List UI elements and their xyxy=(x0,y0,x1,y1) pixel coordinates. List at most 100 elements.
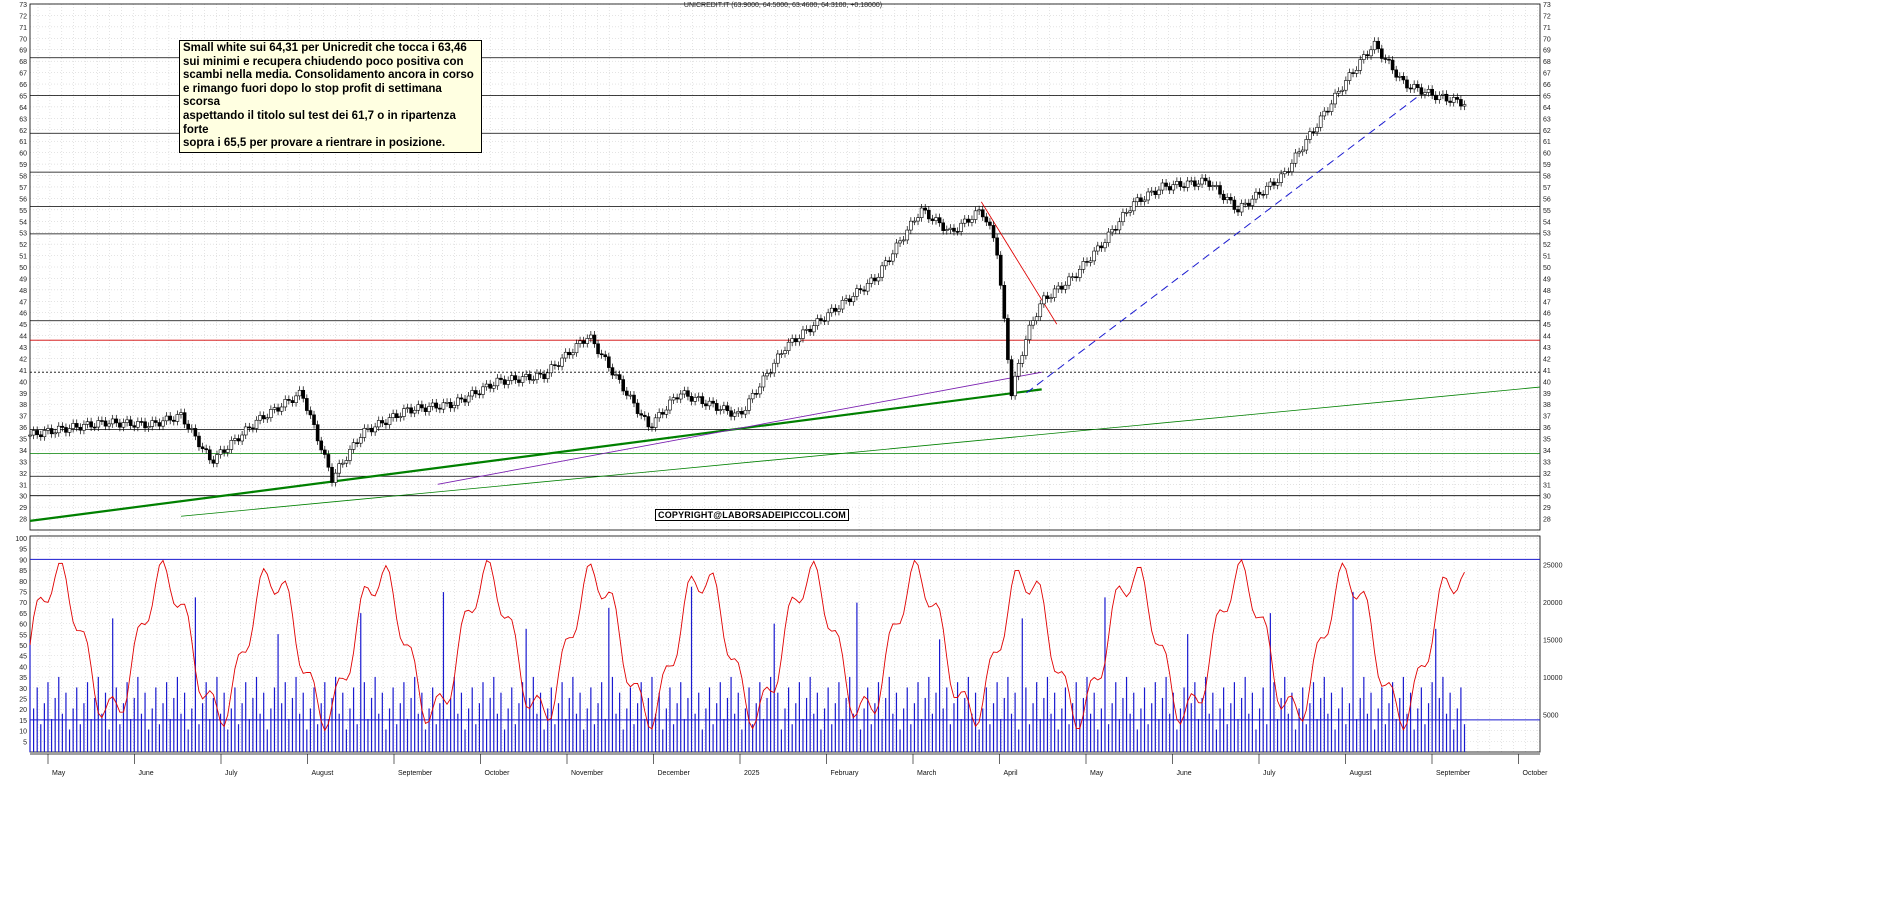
candle-body xyxy=(988,221,992,226)
candle-body xyxy=(412,409,417,414)
candle-body xyxy=(729,410,733,417)
y-tick-right: 59 xyxy=(1543,162,1551,169)
candle-body xyxy=(1099,245,1104,249)
y-tick-right: 31 xyxy=(1543,482,1551,489)
oscillator-panel xyxy=(29,558,1540,752)
y-tick-right: 66 xyxy=(1543,82,1551,89)
candle-body xyxy=(776,353,780,364)
candle-body xyxy=(1304,139,1309,151)
candle-body xyxy=(179,412,183,415)
candle-body xyxy=(718,409,723,411)
candle-body xyxy=(197,435,201,448)
y-tick-left: 43 xyxy=(19,345,27,352)
candle-body xyxy=(1401,75,1406,81)
osc-tick: 35 xyxy=(19,675,27,682)
candle-body xyxy=(1354,69,1359,74)
osc-tick: 100 xyxy=(15,536,27,543)
candle-body xyxy=(445,402,449,404)
candle-body xyxy=(114,418,119,424)
candle-body xyxy=(470,390,475,397)
y-tick-left: 37 xyxy=(19,414,27,421)
candle-body xyxy=(283,399,288,408)
candle-body xyxy=(887,260,892,263)
candle-body xyxy=(1455,97,1460,100)
y-tick-right: 36 xyxy=(1543,425,1551,432)
candle-body xyxy=(1078,269,1082,278)
candle-body xyxy=(35,430,39,436)
candle-body xyxy=(819,318,823,321)
candle-body xyxy=(56,425,61,434)
candle-body xyxy=(880,265,884,278)
candle-body xyxy=(851,296,856,303)
candle-body xyxy=(265,417,270,420)
candle-body xyxy=(912,220,917,223)
y-tick-left: 50 xyxy=(19,265,27,272)
candle-body xyxy=(384,422,388,426)
candle-body xyxy=(1232,199,1237,210)
candle-body xyxy=(1293,152,1298,164)
candle-body xyxy=(491,385,496,389)
candle-body xyxy=(459,397,464,400)
candle-body xyxy=(78,427,83,431)
candle-body xyxy=(49,428,54,435)
volume-tick: 15000 xyxy=(1543,637,1563,644)
candle-body xyxy=(1394,69,1398,78)
candle-body xyxy=(315,424,320,442)
candle-body xyxy=(509,375,514,381)
candle-body xyxy=(272,407,277,410)
y-tick-left: 42 xyxy=(19,356,27,363)
osc-tick: 10 xyxy=(19,729,27,736)
candle-body xyxy=(42,430,47,438)
candle-body xyxy=(1149,190,1154,193)
osc-tick: 5 xyxy=(23,739,27,746)
candle-body xyxy=(1070,276,1075,279)
candle-body xyxy=(758,386,762,395)
candle-body xyxy=(610,367,615,376)
candle-body xyxy=(312,414,316,425)
candle-body xyxy=(182,412,187,425)
candle-body xyxy=(1286,171,1291,173)
y-tick-right: 38 xyxy=(1543,402,1551,409)
candle-body xyxy=(344,460,349,464)
y-tick-right: 40 xyxy=(1543,379,1551,386)
candle-body xyxy=(1322,110,1327,117)
candle-body xyxy=(761,375,766,388)
candle-body xyxy=(1344,80,1348,91)
candle-body xyxy=(1013,375,1017,397)
y-tick-left: 31 xyxy=(19,482,27,489)
candle-body xyxy=(1135,197,1140,203)
candle-body xyxy=(1300,149,1305,153)
candle-body xyxy=(405,407,410,410)
candle-body xyxy=(423,407,428,412)
y-tick-left: 38 xyxy=(19,402,27,409)
month-label: 2025 xyxy=(744,770,760,777)
y-tick-right: 45 xyxy=(1543,322,1551,329)
candle-body xyxy=(542,373,546,380)
candle-body xyxy=(1405,79,1409,89)
axes: 28 28 29 29 30 30 31 31 32 32 33 33 34 34 35 35 36 36 37 37… xyxy=(15,2,1562,777)
candle-body xyxy=(1131,201,1136,212)
candle-body xyxy=(711,400,715,404)
y-tick-right: 72 xyxy=(1543,13,1551,20)
candle-body xyxy=(1250,198,1255,206)
candle-body xyxy=(96,420,101,428)
candle-body xyxy=(394,413,399,418)
candle-body xyxy=(204,448,208,451)
candle-body xyxy=(553,364,557,366)
candle-body xyxy=(305,398,309,411)
candle-body xyxy=(247,426,252,429)
candle-body xyxy=(132,425,137,428)
candle-body xyxy=(1333,92,1337,105)
candle-body xyxy=(110,418,115,425)
candle-body xyxy=(351,442,356,450)
candle-body xyxy=(916,217,920,222)
candle-body xyxy=(236,438,241,442)
chart-title: UNICREDIT.IT (63.9000, 64.5000, 63.4600,… xyxy=(683,2,883,9)
candle-body xyxy=(678,393,683,400)
candle-body xyxy=(625,390,629,396)
osc-tick: 75 xyxy=(19,590,27,597)
candle-body xyxy=(1056,285,1061,290)
month-label: April xyxy=(1004,770,1018,777)
candle-body xyxy=(308,410,313,416)
